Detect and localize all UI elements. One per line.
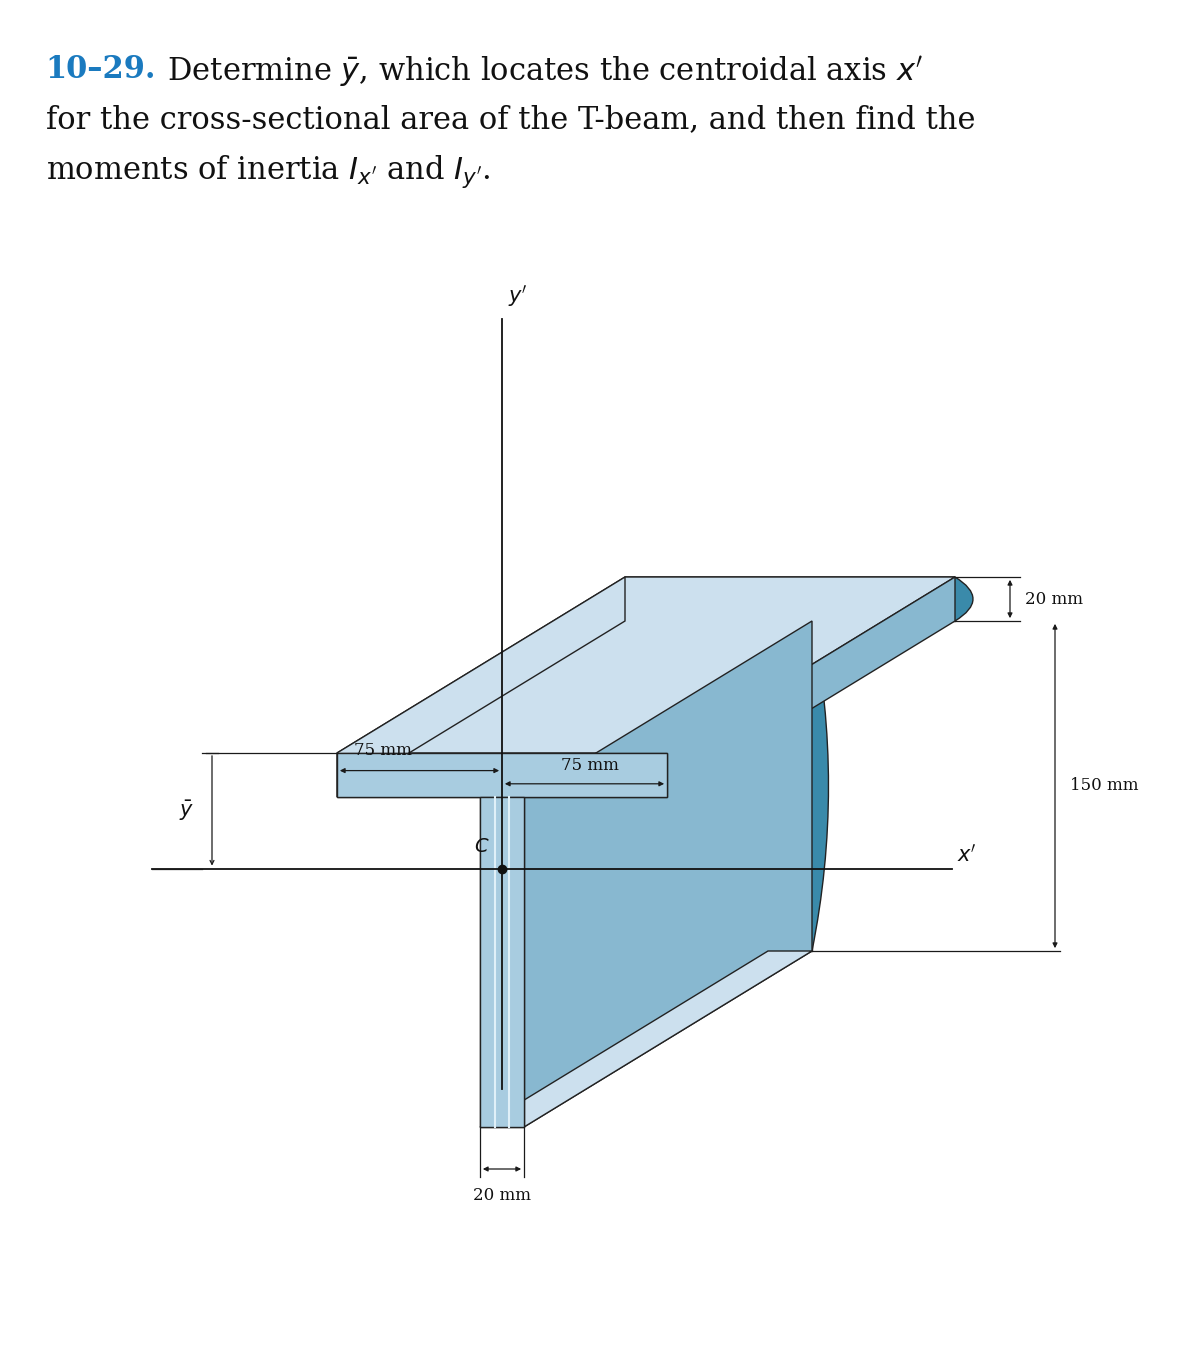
Polygon shape bbox=[480, 951, 812, 1127]
Text: $C$: $C$ bbox=[474, 838, 490, 857]
Polygon shape bbox=[337, 577, 625, 797]
Polygon shape bbox=[524, 621, 812, 1127]
Text: 150 mm: 150 mm bbox=[1070, 777, 1139, 795]
Text: 20 mm: 20 mm bbox=[473, 1187, 530, 1204]
Text: $\bar{y}$: $\bar{y}$ bbox=[179, 799, 194, 823]
Polygon shape bbox=[337, 753, 667, 797]
Text: 75 mm: 75 mm bbox=[354, 742, 412, 758]
Text: moments of inertia $I_{x'}$ and $I_{y'}$.: moments of inertia $I_{x'}$ and $I_{y'}$… bbox=[46, 154, 491, 190]
Polygon shape bbox=[480, 797, 524, 1127]
Polygon shape bbox=[480, 797, 524, 1127]
Text: for the cross-sectional area of the T-beam, and then find the: for the cross-sectional area of the T-be… bbox=[46, 104, 976, 135]
Polygon shape bbox=[337, 753, 667, 797]
Text: 10–29.: 10–29. bbox=[46, 54, 156, 85]
Polygon shape bbox=[337, 577, 955, 753]
Polygon shape bbox=[667, 577, 955, 797]
Text: $x'$: $x'$ bbox=[958, 843, 977, 866]
Text: 20 mm: 20 mm bbox=[1025, 590, 1084, 607]
Text: $y'$: $y'$ bbox=[508, 283, 528, 308]
PathPatch shape bbox=[625, 577, 973, 951]
Text: Determine $\bar{y}$, which locates the centroidal axis $x'$: Determine $\bar{y}$, which locates the c… bbox=[148, 54, 923, 89]
Text: 75 mm: 75 mm bbox=[560, 757, 618, 773]
Polygon shape bbox=[625, 577, 955, 951]
